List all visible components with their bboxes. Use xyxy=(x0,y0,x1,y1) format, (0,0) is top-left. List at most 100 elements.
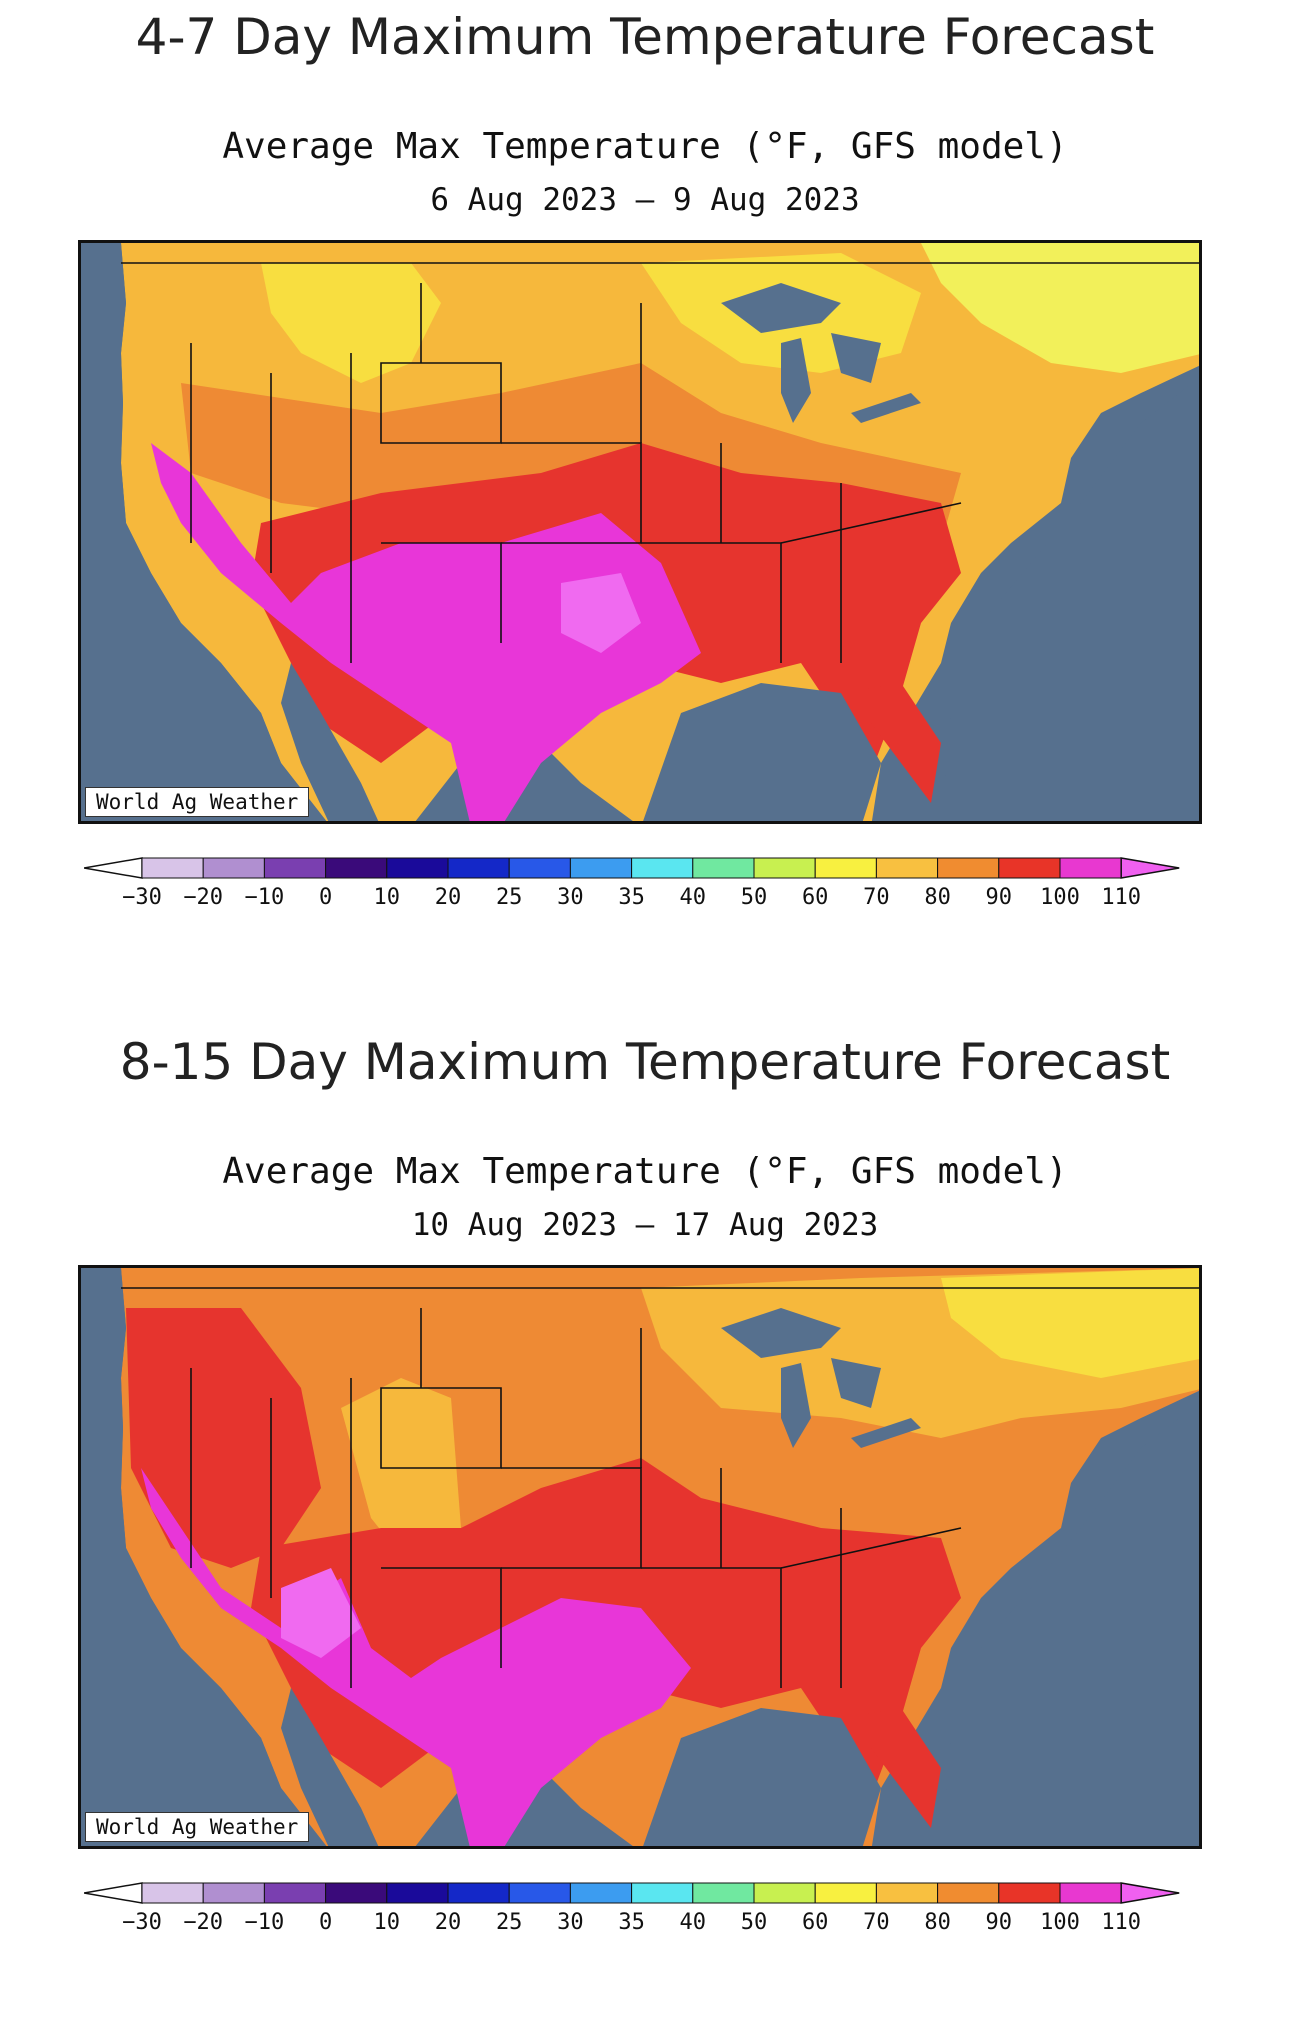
legend-swatch xyxy=(202,857,265,879)
zone-100s-northwest xyxy=(126,1308,321,1568)
atlantic-ocean xyxy=(941,377,1199,821)
legend-tick-label: 70 xyxy=(863,885,890,910)
legend-tick-label: −30 xyxy=(122,885,162,910)
legend-swatch xyxy=(692,1882,755,1904)
legend-swatch xyxy=(875,1882,939,1904)
legend-graphic: −30 −20 −10 0 10 20 25 30 35 40 50 60 70 80 90 100 110 xyxy=(83,1882,1180,1935)
panel-heading: 8-15 Day Maximum Temperature Forecast xyxy=(119,1033,1171,1091)
legend-swatch xyxy=(998,1882,1061,1904)
legend-tick-label: 35 xyxy=(618,1910,645,1935)
atlantic-ocean xyxy=(941,1402,1199,1846)
color-legend: −30 −20 −10 0 10 20 25 30 35 40 50 60 70 80 90 100 110 xyxy=(83,852,1204,926)
legend-swatch xyxy=(814,1882,877,1904)
temperature-map: World Ag Weather xyxy=(78,1265,1202,1849)
gulf-of-california xyxy=(281,663,379,821)
legend-tick-label: 80 xyxy=(924,885,951,910)
cool-zone-canada-east xyxy=(941,1268,1199,1378)
legend-tick-label: −10 xyxy=(245,1910,285,1935)
legend-tick-label: 20 xyxy=(435,1910,462,1935)
zone-110s xyxy=(141,1468,691,1846)
lake-erie xyxy=(851,1418,921,1448)
lake-erie xyxy=(851,393,921,423)
legend-tick-label: 0 xyxy=(319,1910,332,1935)
state-borders xyxy=(121,1287,1199,1688)
legend-tick-label: −30 xyxy=(122,1910,162,1935)
gulf-of-mexico xyxy=(643,1708,881,1846)
legend-swatch xyxy=(1059,857,1122,879)
watermark: World Ag Weather xyxy=(85,1812,310,1842)
zone-110s xyxy=(151,443,701,821)
legend-tick-label: 10 xyxy=(374,885,401,910)
watermark: World Ag Weather xyxy=(85,787,310,817)
legend-tick-label: 110 xyxy=(1101,885,1141,910)
legend-swatch xyxy=(263,1882,327,1904)
legend-swatch xyxy=(386,1882,449,1904)
legend-arrow-low xyxy=(83,857,143,879)
legend-swatch xyxy=(447,857,510,879)
lake-superior xyxy=(721,283,841,333)
florida xyxy=(841,1708,941,1828)
legend-tick-label: 40 xyxy=(680,1910,707,1935)
zone-110-plus xyxy=(281,1568,361,1658)
cool-zone-north-rockies xyxy=(261,263,441,383)
map-graphic xyxy=(81,1268,1199,1846)
zone-110-plus xyxy=(561,573,641,653)
temperature-map: World Ag Weather xyxy=(78,240,1202,824)
legend-tick-label: −20 xyxy=(183,885,223,910)
state-borders xyxy=(121,262,1199,663)
pacific-ocean xyxy=(81,243,327,821)
legend-tick-label: 25 xyxy=(496,1910,523,1935)
legend-arrow-low xyxy=(83,1882,143,1904)
legend-arrow-high xyxy=(1120,857,1180,879)
legend-graphic: −30 −20 −10 0 10 20 25 30 35 40 50 60 70 80 90 100 110 xyxy=(83,857,1180,910)
panel-subtitle: Average Max Temperature (°F, GFS model) xyxy=(222,126,1068,167)
pacific-ocean xyxy=(81,1268,327,1846)
legend-tick-label: −10 xyxy=(245,885,285,910)
legend-swatch xyxy=(508,1882,571,1904)
lake-superior xyxy=(721,1308,841,1358)
lake-huron xyxy=(831,1358,881,1408)
legend-tick-label: 60 xyxy=(802,885,829,910)
legend-swatch xyxy=(692,857,755,879)
florida xyxy=(841,683,941,803)
forecast-panel-4-7-day: 4-7 Day Maximum Temperature Forecast Ave… xyxy=(0,0,1290,1000)
legend-swatch xyxy=(814,857,877,879)
legend-swatch xyxy=(631,857,694,879)
legend-swatch xyxy=(508,857,571,879)
legend-tick-label: 35 xyxy=(618,885,645,910)
legend-tick-label: 110 xyxy=(1101,1910,1141,1935)
legend-swatch xyxy=(631,1882,694,1904)
legend-tick-label: 50 xyxy=(741,885,768,910)
legend-tick-label: 50 xyxy=(741,1910,768,1935)
panel-heading: 4-7 Day Maximum Temperature Forecast xyxy=(135,8,1155,66)
lake-michigan xyxy=(781,338,811,423)
legend-tick-label: 60 xyxy=(802,1910,829,1935)
legend-arrow-high xyxy=(1120,1882,1180,1904)
legend-swatch xyxy=(937,1882,1000,1904)
legend-swatch xyxy=(141,857,204,879)
cool-zone-canada-east xyxy=(921,243,1199,373)
legend-tick-label: 30 xyxy=(557,1910,584,1935)
legend-tick-label: 100 xyxy=(1040,885,1080,910)
legend-swatch xyxy=(937,857,1000,879)
legend-swatch xyxy=(753,857,816,879)
date-range: 6 Aug 2023 – 9 Aug 2023 xyxy=(430,182,860,218)
legend-swatch xyxy=(325,857,388,879)
color-legend: −30 −20 −10 0 10 20 25 30 35 40 50 60 70 80 90 100 110 xyxy=(83,1877,1204,1951)
legend-swatch xyxy=(447,1882,510,1904)
gulf-of-california xyxy=(281,1688,379,1846)
legend-swatch xyxy=(998,857,1061,879)
legend-swatch xyxy=(875,857,939,879)
legend-tick-label: 80 xyxy=(924,1910,951,1935)
lake-huron xyxy=(831,333,881,383)
legend-swatch xyxy=(753,1882,816,1904)
gulf-of-mexico xyxy=(643,683,881,821)
legend-tick-label: 30 xyxy=(557,885,584,910)
legend-tick-label: −20 xyxy=(183,1910,223,1935)
legend-swatch xyxy=(202,1882,265,1904)
legend-tick-label: 25 xyxy=(496,885,523,910)
date-range: 10 Aug 2023 – 17 Aug 2023 xyxy=(411,1207,879,1243)
legend-tick-label: 90 xyxy=(986,1910,1013,1935)
legend-tick-label: 0 xyxy=(319,885,332,910)
legend-swatch xyxy=(569,857,633,879)
